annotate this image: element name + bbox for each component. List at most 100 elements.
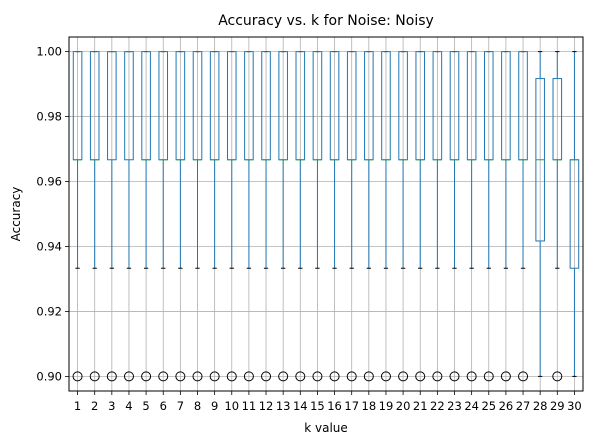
x-tick-label: 12 — [259, 399, 274, 413]
x-tick-label: 22 — [430, 399, 445, 413]
x-tick-label: 9 — [211, 399, 218, 413]
x-tick-label: 10 — [224, 399, 239, 413]
box-k-17 — [346, 51, 357, 382]
box-k-1 — [72, 51, 83, 382]
x-axis-label: k value — [304, 421, 348, 435]
outlier-point — [466, 371, 477, 382]
y-tick-label: 1.00 — [36, 45, 62, 59]
box-k-8 — [192, 51, 203, 382]
x-tick-label: 3 — [108, 399, 115, 413]
x-tick-label: 7 — [177, 399, 184, 413]
outlier-point — [209, 371, 220, 382]
box-k-27 — [518, 51, 529, 382]
outlier-point — [329, 371, 340, 382]
x-tick-label: 8 — [194, 399, 201, 413]
outlier-point — [380, 371, 391, 382]
box-k-22 — [432, 51, 443, 382]
y-tick-label: 0.92 — [36, 304, 62, 318]
outlier-point — [415, 371, 426, 382]
x-tick-label: 4 — [125, 399, 132, 413]
box-k-14 — [295, 51, 306, 382]
outlier-point — [483, 371, 494, 382]
x-tick-label: 20 — [396, 399, 411, 413]
x-tick-label: 6 — [160, 399, 167, 413]
x-tick-label: 1 — [74, 399, 81, 413]
box-k-23 — [449, 51, 460, 382]
box-k-30 — [569, 51, 580, 377]
x-tick-label: 5 — [142, 399, 149, 413]
box-k-4 — [123, 51, 134, 382]
y-axis-label: Accuracy — [9, 187, 23, 242]
box-k-19 — [380, 51, 391, 382]
boxes — [72, 51, 580, 382]
outlier-point — [72, 371, 83, 382]
box-k-18 — [363, 51, 374, 382]
outlier-point — [243, 371, 254, 382]
box-k-10 — [226, 51, 237, 382]
box-k-13 — [278, 51, 289, 382]
outlier-point — [106, 371, 117, 382]
box-k-11 — [243, 51, 254, 382]
x-tick-label: 15 — [310, 399, 325, 413]
outlier-point — [346, 371, 357, 382]
box-k-21 — [415, 51, 426, 382]
x-tick-label: 25 — [481, 399, 496, 413]
outlier-point — [500, 371, 511, 382]
y-tick-label: 0.94 — [36, 239, 62, 253]
box-k-20 — [398, 51, 409, 382]
box-k-15 — [312, 51, 323, 382]
outlier-point — [123, 371, 134, 382]
box-k-12 — [261, 51, 272, 382]
chart-title: Accuracy vs. k for Noise: Noisy — [218, 13, 434, 29]
outlier-point — [552, 371, 563, 382]
outlier-point — [432, 371, 443, 382]
y-tick-label: 0.96 — [36, 175, 62, 189]
outlier-point — [141, 371, 152, 382]
box-k-28 — [535, 51, 545, 377]
x-tick-label: 16 — [327, 399, 342, 413]
outlier-point — [192, 371, 203, 382]
y-tick-label: 0.90 — [36, 369, 62, 383]
outlier-point — [158, 371, 169, 382]
x-tick-label: 23 — [447, 399, 462, 413]
x-tick-label: 14 — [293, 399, 308, 413]
outlier-point — [278, 371, 289, 382]
box-k-9 — [209, 51, 220, 382]
outlier-point — [89, 371, 100, 382]
outlier-point — [175, 371, 186, 382]
x-tick-label: 21 — [413, 399, 428, 413]
outlier-point — [261, 371, 272, 382]
x-tick-label: 29 — [550, 399, 565, 413]
x-tick-label: 26 — [499, 399, 514, 413]
outlier-point — [363, 371, 374, 382]
outlier-point — [398, 371, 409, 382]
box-k-5 — [141, 51, 152, 382]
x-tick-label: 13 — [276, 399, 291, 413]
outlier-point — [226, 371, 237, 382]
ticks: 0.900.920.940.960.981.001 2 3 4 5 6 7 8 9 10 11 12 1… — [36, 45, 581, 413]
x-tick-label: 18 — [362, 399, 377, 413]
x-tick-label: 28 — [533, 399, 548, 413]
outlier-point — [295, 371, 306, 382]
box-k-26 — [500, 51, 511, 382]
x-tick-label: 17 — [344, 399, 359, 413]
box-k-7 — [175, 51, 186, 382]
y-tick-label: 0.98 — [36, 110, 62, 124]
box-k-3 — [106, 51, 117, 382]
box-k-16 — [329, 51, 340, 382]
x-tick-label: 24 — [464, 399, 479, 413]
x-tick-label: 19 — [379, 399, 394, 413]
box-k-24 — [466, 51, 477, 382]
outlier-point — [518, 371, 529, 382]
x-tick-label: 2 — [91, 399, 98, 413]
box-k-29 — [552, 51, 563, 382]
plot-frame — [68, 36, 584, 392]
box-k-6 — [158, 51, 169, 382]
outlier-point — [449, 371, 460, 382]
box-k-25 — [483, 51, 494, 382]
x-tick-label: 30 — [567, 399, 582, 413]
outlier-point — [312, 371, 323, 382]
box-k-2 — [89, 51, 100, 382]
x-tick-label: 11 — [242, 399, 257, 413]
